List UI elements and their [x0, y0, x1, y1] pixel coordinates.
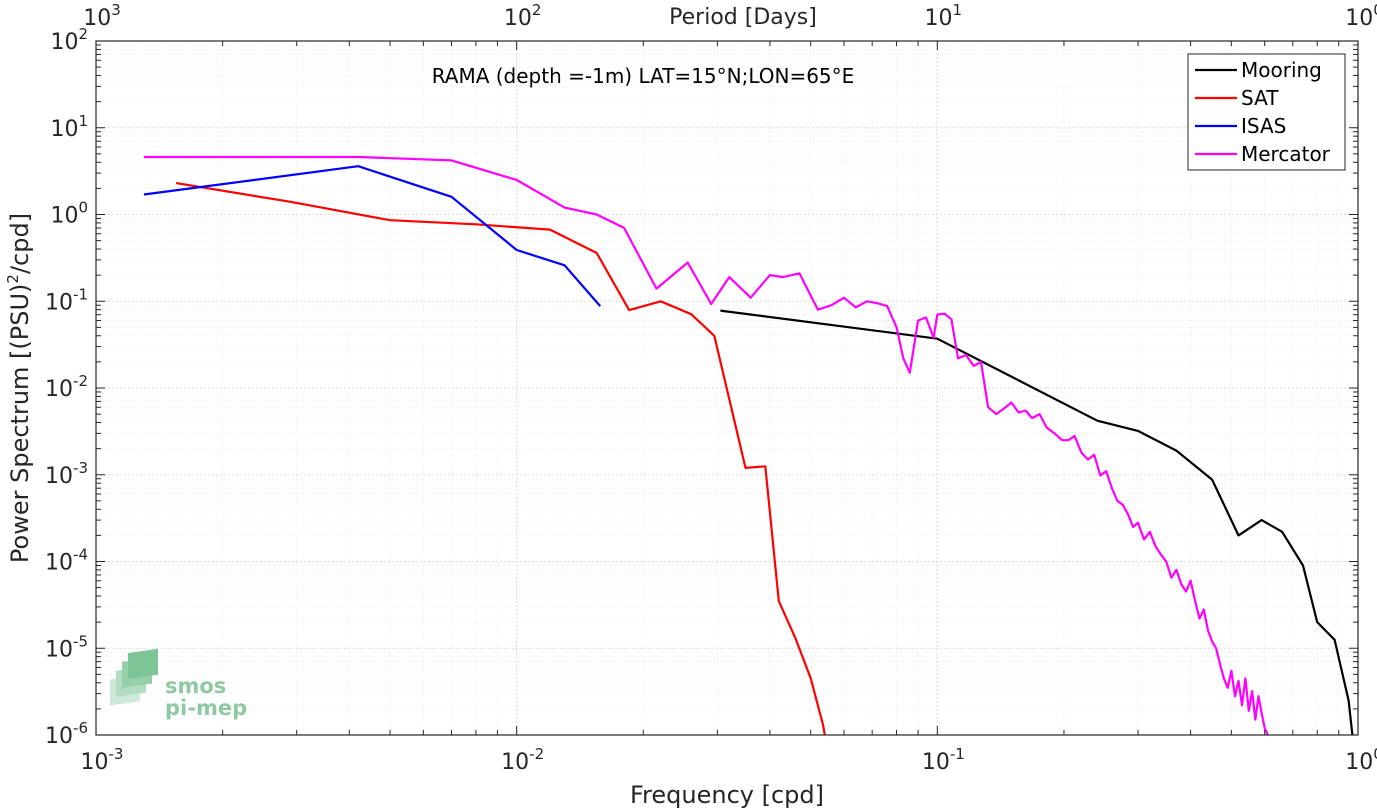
x-tick-label: 100 [1345, 745, 1377, 775]
y-tick-label: 102 [50, 25, 88, 55]
y-axis-label: Power Spectrum [(PSU)2/cpd] [4, 213, 34, 563]
y-tick-label: 10-4 [45, 546, 88, 576]
legend-label-isas: ISAS [1241, 114, 1286, 138]
y-tick-label-exp: -4 [73, 546, 88, 564]
top-tick-label-base: 10 [83, 6, 111, 31]
y-tick-label: 100 [50, 199, 88, 229]
legend-label-sat: SAT [1241, 86, 1279, 110]
y-tick-label-base: 10 [50, 204, 78, 229]
top-tick-label-base: 10 [925, 6, 953, 31]
x-tick-label-exp: -1 [950, 745, 965, 763]
y-tick-label-base: 10 [45, 724, 73, 749]
legend-label-mercator: Mercator [1241, 142, 1331, 166]
smos-pi-mep-logo: smos pi-mep [110, 648, 247, 720]
x-tick-label-exp: -3 [109, 745, 124, 763]
series-line-sat [175, 182, 826, 735]
y-tick-label-exp: -1 [73, 285, 88, 303]
y-tick-label-exp: 0 [78, 199, 88, 217]
tick-marks [95, 40, 1359, 736]
y-tick-label-base: 10 [50, 117, 78, 142]
x-tick-label-base: 10 [1345, 750, 1373, 775]
logo-text-smos: smos [165, 674, 226, 698]
top-tick-labels: 103102101100 [83, 1, 1377, 31]
y-tick-label-base: 10 [45, 377, 73, 402]
series-line-mooring [720, 309, 1354, 735]
y-tick-label-exp: -6 [73, 719, 88, 737]
y-tick-label: 10-5 [45, 632, 88, 662]
x-tick-label-base: 10 [922, 750, 950, 775]
top-tick-label: 103 [83, 1, 121, 31]
y-tick-label-base: 10 [45, 464, 73, 489]
series-line-isas [143, 165, 602, 307]
top-tick-label-exp: 2 [532, 1, 542, 19]
x-tick-label: 10-3 [81, 745, 124, 775]
y-axis-label-sup: 2 [4, 274, 22, 284]
top-tick-label: 100 [1345, 1, 1377, 31]
legend-items: Mooring SAT ISAS Mercator [1195, 58, 1331, 166]
series-line-mercator [143, 155, 1269, 735]
top-tick-label: 102 [504, 1, 542, 31]
logo-layer-4 [128, 648, 158, 680]
y-tick-label: 10-6 [45, 719, 88, 749]
y-tick-label: 10-1 [45, 285, 88, 315]
logo-text-pi-mep: pi-mep [165, 696, 247, 720]
top-tick-label-exp: 1 [953, 1, 963, 19]
y-tick-label-exp: -5 [73, 632, 88, 650]
y-tick-label: 10-2 [45, 372, 88, 402]
y-tick-label-base: 10 [45, 551, 73, 576]
legend: Mooring SAT ISAS Mercator [1187, 53, 1346, 171]
y-tick-label-exp: -2 [73, 372, 88, 390]
x-tick-label: 10-2 [501, 745, 544, 775]
y-axis-label-main: Power Spectrum [(PSU) [6, 284, 34, 563]
series-layer [143, 155, 1354, 735]
top-axis-label: Period [Days] [669, 5, 817, 30]
x-tick-label-exp: -2 [529, 745, 544, 763]
x-axis-label: Frequency [cpd] [630, 781, 824, 809]
top-tick-label-base: 10 [504, 6, 532, 31]
chart-annotation: RAMA (depth =-1m) LAT=15°N;LON=65°E [432, 64, 855, 88]
legend-box [1187, 53, 1346, 171]
x-tick-label-base: 10 [501, 750, 529, 775]
y-tick-label-base: 10 [45, 637, 73, 662]
y-tick-label: 10-3 [45, 459, 88, 489]
y-tick-label-exp: 2 [78, 25, 88, 43]
y-tick-label-exp: -3 [73, 459, 88, 477]
y-tick-label-exp: 1 [78, 112, 88, 130]
x-tick-label-exp: 0 [1373, 745, 1377, 763]
top-tick-label-exp: 3 [111, 1, 121, 19]
top-tick-label-exp: 0 [1373, 1, 1377, 19]
y-tick-label: 101 [50, 112, 88, 142]
top-tick-label: 101 [925, 1, 963, 31]
minor-grid [96, 41, 1358, 735]
top-tick-label-base: 10 [1345, 6, 1373, 31]
x-tick-label-base: 10 [81, 750, 109, 775]
y-tick-label-base: 10 [45, 290, 73, 315]
legend-label-mooring: Mooring [1241, 58, 1322, 82]
y-axis-label-tail: /cpd] [6, 213, 34, 274]
x-tick-label: 10-1 [922, 745, 965, 775]
y-tick-label-base: 10 [50, 30, 78, 55]
